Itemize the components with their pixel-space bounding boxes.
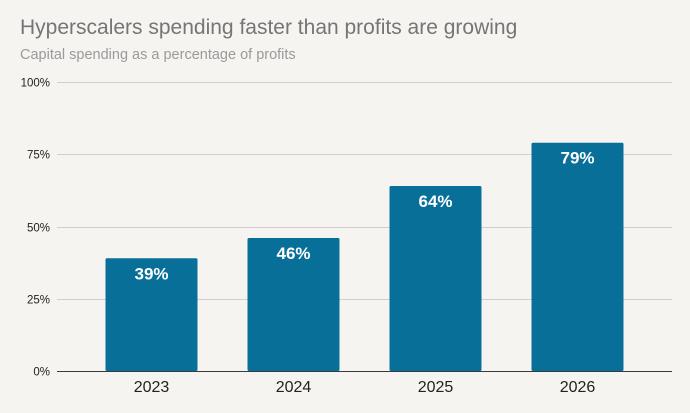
x-tick-label-2025: 2025 <box>418 379 454 396</box>
data-label-2023: 39% <box>134 264 168 283</box>
bars <box>105 142 624 371</box>
bar-2025 <box>389 186 482 371</box>
data-label-2025: 64% <box>418 192 452 211</box>
bar-2024 <box>247 238 340 371</box>
data-label-2026: 79% <box>560 149 594 168</box>
y-tick-label-100: 100% <box>21 78 50 90</box>
y-tick-label-75: 75% <box>27 150 50 162</box>
bar-2023 <box>105 258 198 371</box>
x-tick-label-2024: 2024 <box>276 379 312 396</box>
x-tick-label-2023: 2023 <box>134 379 170 396</box>
y-tick-label-0: 0% <box>33 367 50 379</box>
y-tick-label-25: 25% <box>27 295 50 307</box>
chart-subtitle: Capital spending as a percentage of prof… <box>20 47 296 63</box>
y-tick-label-50: 50% <box>27 223 50 235</box>
bar-2026 <box>531 142 624 371</box>
data-labels: 39% 46% 64% 79% <box>134 149 594 284</box>
axes: 0% 25% 50% 75% 100% 2023 2024 2025 2026 <box>21 78 672 396</box>
x-tick-label-2026: 2026 <box>560 379 596 396</box>
data-label-2024: 46% <box>276 244 310 263</box>
chart-title: Hyperscalers spending faster than profit… <box>20 16 518 39</box>
